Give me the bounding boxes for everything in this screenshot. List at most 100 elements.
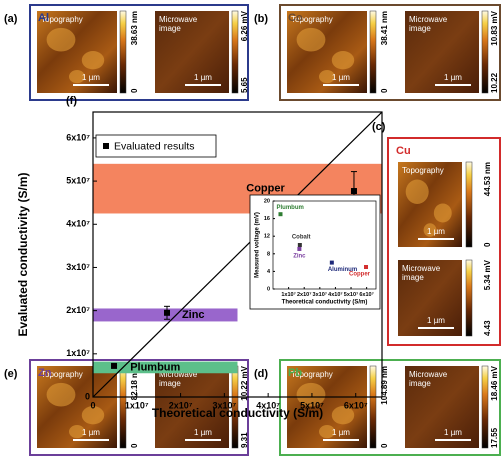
image-title: image	[159, 24, 181, 33]
colorbar-min: 9.31	[240, 432, 249, 448]
texture	[434, 203, 452, 222]
colorbar-max: 44.53 nm	[483, 162, 492, 196]
texture	[82, 51, 104, 69]
x-tick-label: 5x10⁷	[344, 292, 359, 298]
colorbar-min: 5.65	[240, 77, 249, 93]
colorbar	[466, 162, 472, 247]
y-tick-label: 1x10⁷	[66, 348, 90, 358]
scale-label: 1 µm	[444, 73, 462, 82]
y-axis-label: Measured voltage (mV)	[255, 212, 261, 278]
colorbar-min: 4.43	[483, 320, 492, 336]
y-tick-label: 20	[264, 198, 270, 204]
image-title: Microwave	[159, 15, 198, 24]
image-title: image	[402, 273, 424, 282]
y-axis-label: Evaluated conductivity (S/m)	[16, 172, 30, 336]
y-tick-label: 16	[264, 216, 270, 222]
figure: (a)Topography1 µm38.63 nm0Microwaveimage…	[0, 0, 502, 458]
texture	[406, 180, 429, 204]
colorbar	[370, 11, 376, 93]
y-tick-label: 3x10⁷	[66, 262, 90, 272]
x-tick-label: 1x10⁷	[281, 292, 296, 298]
panel-label: (b)	[254, 13, 268, 25]
y-tick-label: 12	[264, 234, 270, 240]
point	[278, 212, 282, 216]
legend-marker	[103, 143, 109, 149]
colorbar-max: 10.83 mV	[490, 10, 499, 45]
image-title: Microwave	[409, 15, 448, 24]
point	[330, 261, 334, 265]
scale-label: 1 µm	[194, 73, 212, 82]
colorbar-max: 10.22 mV	[240, 365, 249, 400]
colorbar-max: 6.26 mV	[240, 10, 249, 41]
scale-label: 1 µm	[194, 428, 212, 437]
scale-label: 1 µm	[427, 316, 445, 325]
x-tick-label: 0	[90, 400, 95, 410]
image-title: Microwave	[409, 370, 448, 379]
y-tick-label: 0	[267, 286, 270, 292]
x-tick-label: 4x10⁷	[328, 292, 343, 298]
scale-label: 1 µm	[332, 73, 350, 82]
image-title: Topography	[402, 166, 444, 175]
legend-label: Evaluated results	[114, 140, 195, 152]
band-label: Copper	[246, 183, 285, 195]
x-tick-label: 6x10⁷	[359, 292, 374, 298]
colorbar-max: 18.46 mV	[490, 365, 499, 400]
colorbar	[120, 11, 126, 93]
colorbar	[482, 366, 488, 448]
colorbar-min: 0	[130, 88, 139, 93]
band-label: Plumbum	[130, 361, 180, 373]
y-tick-label: 0	[85, 391, 90, 401]
point-label: Zinc	[293, 254, 306, 260]
image-title: image	[409, 379, 431, 388]
colorbar-max: 38.41 nm	[380, 11, 389, 45]
colorbar-max: 38.63 nm	[130, 11, 139, 45]
element-name: Pb	[288, 367, 302, 379]
colorbar-min: 17.55	[490, 427, 499, 448]
scale-label: 1 µm	[332, 428, 350, 437]
texture	[297, 28, 326, 52]
point	[297, 247, 301, 251]
colorbar	[466, 260, 472, 336]
colorbar	[232, 11, 238, 93]
y-tick-label: 6x10⁷	[66, 132, 90, 142]
colorbar-min: 0	[380, 443, 389, 448]
image-title: image	[159, 379, 181, 388]
element-name: Co	[288, 12, 303, 24]
scale-label: 1 µm	[444, 428, 462, 437]
colorbar	[370, 366, 376, 448]
scale-label: 1 µm	[82, 73, 100, 82]
y-tick-label: 8	[267, 251, 270, 257]
image-title: Microwave	[402, 264, 441, 273]
image-title: image	[409, 24, 431, 33]
panel-label: (d)	[254, 368, 268, 380]
x-axis-label: Theoretical conductivity (S/m)	[152, 406, 323, 420]
point	[111, 363, 117, 369]
colorbar	[482, 11, 488, 93]
element-name: Cu	[396, 145, 411, 157]
panel-label: (e)	[4, 368, 18, 380]
point	[364, 265, 368, 269]
point-label: Plumbum	[276, 205, 303, 211]
band-label: Zinc	[182, 309, 205, 321]
scale-label: 1 µm	[82, 428, 100, 437]
x-tick-label: 1x10⁷	[125, 400, 149, 410]
x-tick-label: 6x10⁷	[344, 400, 368, 410]
panel-label: (f)	[66, 95, 77, 107]
point	[298, 243, 302, 247]
texture	[47, 383, 76, 407]
element-name: Zn	[38, 367, 52, 379]
colorbar-max: 5.34 mV	[483, 259, 492, 290]
texture	[332, 51, 354, 69]
point	[164, 310, 170, 316]
colorbar-min: 0	[380, 88, 389, 93]
scale-label: 1 µm	[427, 227, 445, 236]
texture	[47, 28, 76, 52]
x-tick-label: 2x10⁷	[297, 292, 312, 298]
x-axis-label: Theoretical conductivity (S/m)	[282, 300, 368, 306]
point	[351, 188, 357, 194]
x-tick-label: 3x10⁷	[313, 292, 328, 298]
y-tick-label: 4x10⁷	[66, 219, 90, 229]
panel-label: (a)	[4, 13, 18, 25]
colorbar-min: 0	[483, 242, 492, 247]
point-label: Copper	[349, 272, 371, 278]
